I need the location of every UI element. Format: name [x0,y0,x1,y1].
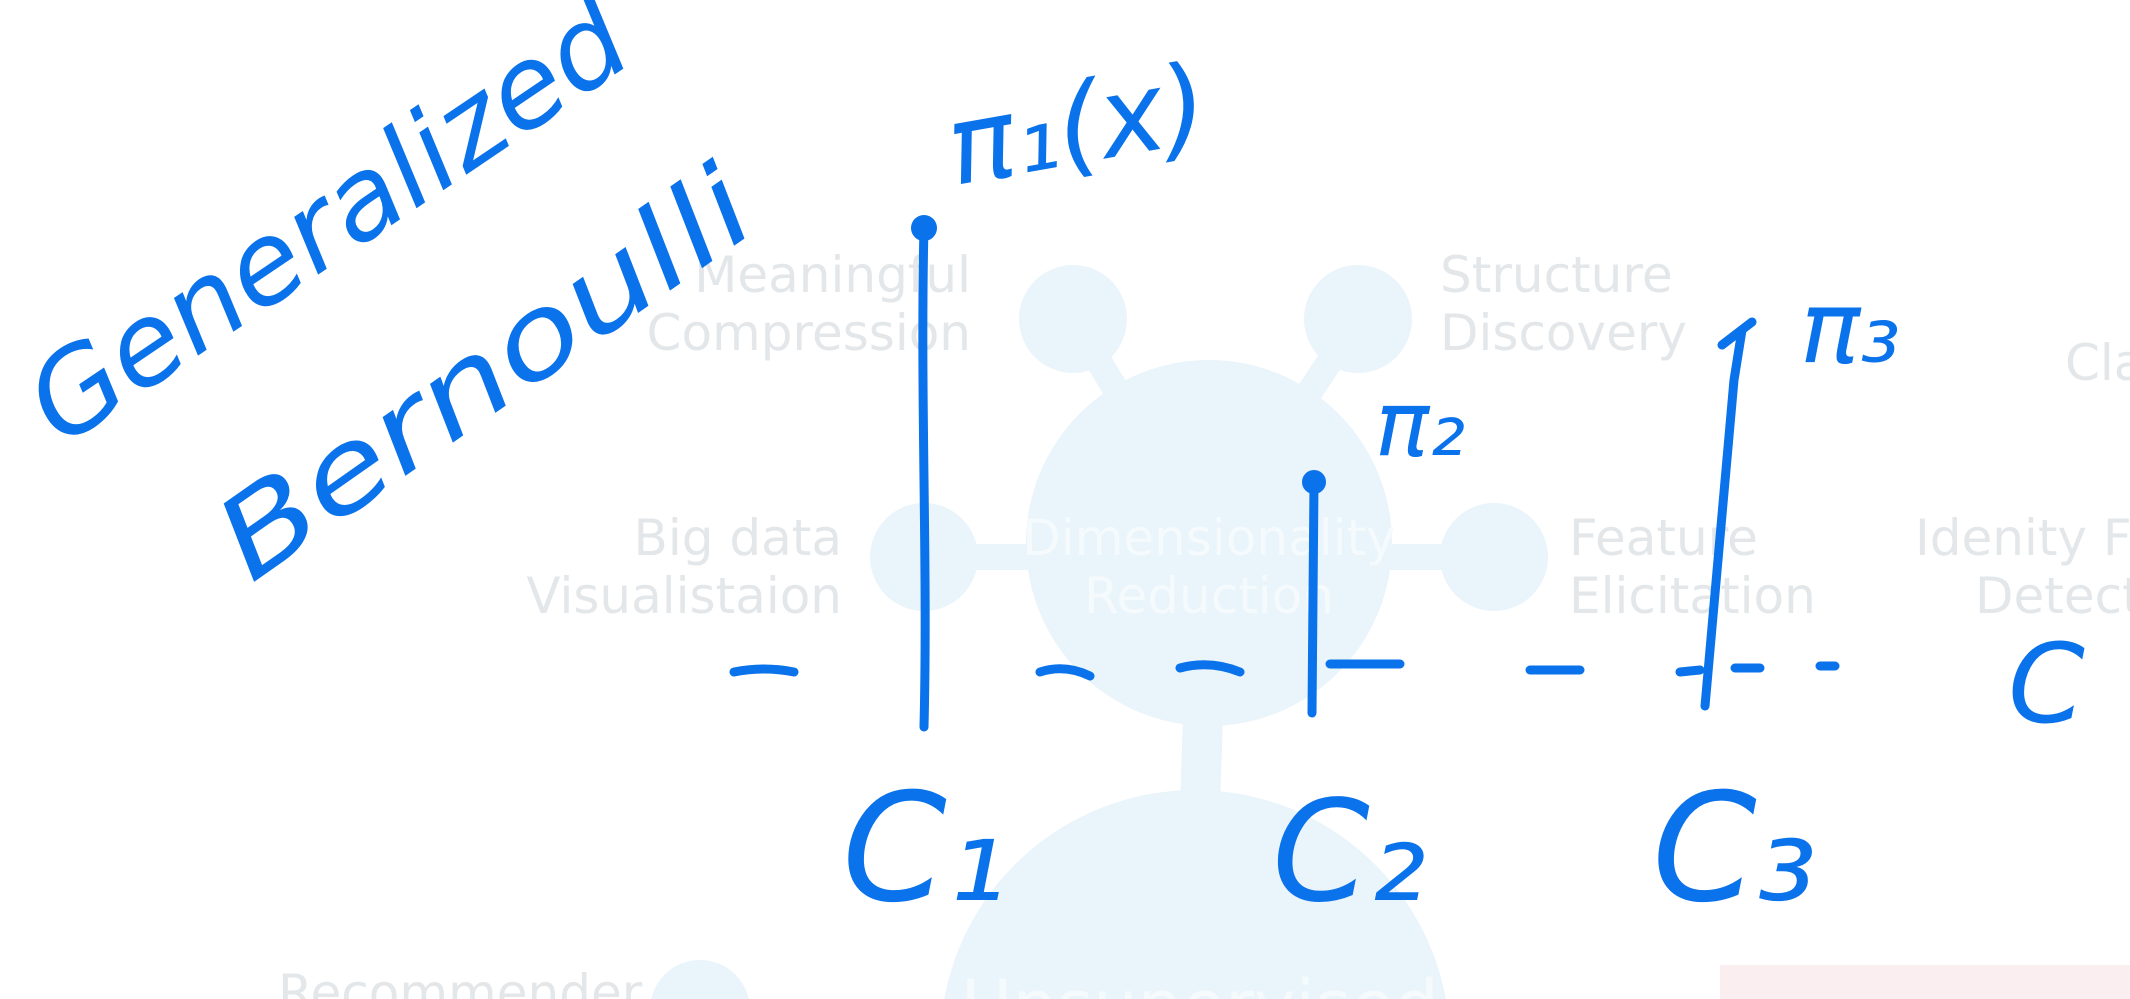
node-label: Discovery [1440,304,1687,362]
node-label: Reduction [1084,567,1334,625]
probability-label: π₁(x) [937,39,1217,210]
node [651,960,749,999]
node-label: Recommender [278,964,643,999]
node [1304,265,1412,373]
node-label: Feature [1569,509,1758,567]
probability-label: π₃ [1800,269,1900,386]
node-label: Elicitation [1569,567,1816,625]
node-label: Big data [634,509,842,567]
stem-head [911,215,937,241]
node-label: Structure [1440,246,1673,304]
node-label: Unsupervised [961,965,1439,999]
node-label: Idenity Fraud [1915,509,2130,567]
node-label: Dimensionality [1022,509,1395,567]
stem [1307,477,1319,718]
node [1440,503,1548,611]
baseline [729,659,1840,681]
faded-shape [1720,965,2130,999]
center-node [1026,360,1392,726]
class-label: C [2008,620,2085,748]
node-label: Detection [1975,567,2130,625]
node [944,790,1446,999]
class-label: C₁ [842,762,1007,936]
stem [918,221,930,732]
stem-head [1302,470,1326,494]
class-label: C₂ [1272,771,1426,934]
node [1019,265,1127,373]
probability-label: π₂ [1375,372,1465,477]
stem [1700,317,1757,711]
mind-map-background: Meaningful Compression Structure Discove… [278,246,2130,999]
node-label: Classification [2065,334,2130,392]
class-label: C₃ [1652,762,1817,936]
node-label: Compression [647,304,971,362]
node-label: Visualistaion [526,567,842,625]
